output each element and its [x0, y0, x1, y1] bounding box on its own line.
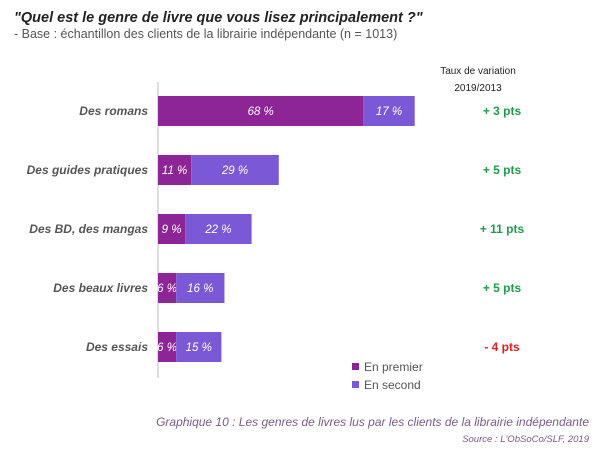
bar-label-second-des-beaux-livres: 16 % [187, 283, 213, 295]
figure-caption: Graphique 10 : Les genres de livres lus … [156, 415, 589, 429]
legend: En premier En second [352, 360, 423, 392]
category-label-des-essais: Des essais [86, 340, 148, 354]
bar-label-second-des-romans: 17 % [376, 106, 402, 118]
legend-label-second: En second [364, 378, 421, 392]
bar-premier-des-bd-des-mangas [158, 214, 186, 244]
category-label-des-bd-des-mangas: Des BD, des mangas [29, 222, 148, 236]
variation-value-des-guides-pratiques: + 5 pts [483, 163, 522, 177]
variation-value-des-romans: + 3 pts [483, 104, 522, 118]
variation-header-line-2: 2019/2013 [454, 83, 502, 94]
bar-second-des-guides-pratiques [191, 155, 279, 185]
legend-label-premier: En premier [364, 360, 423, 374]
variation-value-des-essais: - 4 pts [484, 340, 520, 354]
bar-label-second-des-bd-des-mangas: 22 % [204, 224, 231, 236]
variation-value-des-bd-des-mangas: + 11 pts [480, 222, 525, 236]
category-label-des-guides-pratiques: Des guides pratiques [27, 163, 149, 177]
category-label-des-beaux-livres: Des beaux livres [53, 281, 148, 295]
legend-swatch-second [352, 381, 359, 388]
figure-source: Source : L'ObSoCo/SLF, 2019 [462, 434, 590, 445]
bar-premier-des-beaux-livres [158, 273, 177, 303]
bar-second-des-romans [363, 96, 415, 126]
chart-title: "Quel est le genre de livre que vous lis… [14, 10, 424, 26]
bar-label-premier-des-guides-pratiques: 11 % [162, 165, 187, 177]
variation-header-line-1: Taux de variation [440, 66, 516, 77]
bar-label-premier-des-essais: 6 % [157, 342, 177, 354]
bar-label-premier-des-beaux-livres: 6 % [157, 283, 177, 295]
bar-second-des-beaux-livres [176, 273, 225, 303]
bar-label-second-des-essais: 15 % [186, 342, 212, 354]
bar-label-premier-des-romans: 68 % [248, 106, 274, 118]
chart-subtitle: - Base : échantillon des clients de la l… [14, 27, 397, 41]
bar-premier-des-guides-pratiques [158, 155, 192, 185]
bar-second-des-bd-des-mangas [185, 214, 252, 244]
bar-label-second-des-guides-pratiques: 29 % [221, 165, 248, 177]
bar-label-premier-des-bd-des-mangas: 9 % [162, 224, 182, 236]
bar-premier-des-romans [158, 96, 364, 126]
plot-area: Des romans 68 % 17 % + 3 pts Des guides prat… [27, 82, 525, 378]
category-label-des-romans: Des romans [79, 104, 148, 118]
bar-premier-des-essais [158, 332, 177, 362]
legend-swatch-premier [352, 363, 359, 370]
bar-second-des-essais [176, 332, 222, 362]
variation-value-des-beaux-livres: + 5 pts [483, 281, 522, 295]
